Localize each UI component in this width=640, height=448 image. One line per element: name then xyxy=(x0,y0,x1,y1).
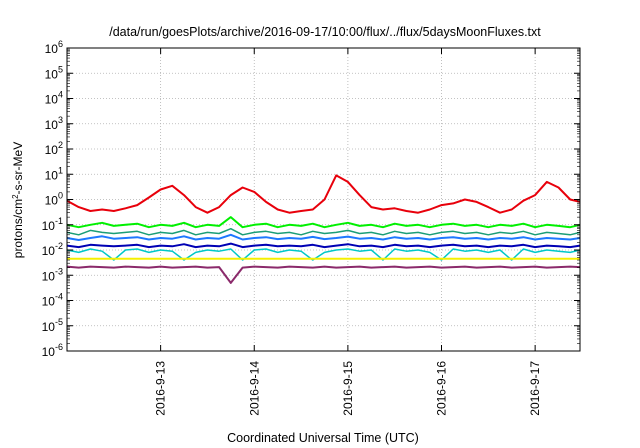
series-line-6 xyxy=(66,248,581,261)
series-line-8 xyxy=(66,265,581,284)
y-tick-label: 104 xyxy=(45,90,63,107)
y-tick-label-exp: -6 xyxy=(55,342,63,352)
y-tick-label-base: 10 xyxy=(45,118,59,132)
y-tick-label: 103 xyxy=(45,115,63,132)
y-tick-label-exp: 1 xyxy=(58,165,63,175)
x-tick-label: 2016-9-16 xyxy=(435,361,449,416)
y-tick-label-exp: -1 xyxy=(55,216,63,226)
series-line-5 xyxy=(66,242,581,249)
y-tick-label: 10-3 xyxy=(42,266,63,283)
y-tick-label-exp: -3 xyxy=(55,266,63,276)
y-tick-label: 10-4 xyxy=(42,292,63,309)
x-tick-label: 2016-9-15 xyxy=(341,361,355,416)
y-tick-label: 10-2 xyxy=(42,241,63,258)
y-tick-label: 10-1 xyxy=(42,216,63,233)
y-tick-label: 101 xyxy=(45,165,63,182)
y-tick-label: 105 xyxy=(45,64,63,81)
y-axis-label-exp: 2 xyxy=(11,194,20,199)
y-tick-label-base: 10 xyxy=(45,67,59,81)
y-tick-label-exp: 5 xyxy=(58,64,63,74)
x-tick-label: 2016-9-17 xyxy=(528,361,542,416)
y-axis-label-base: protons/cm xyxy=(11,199,25,258)
y-tick-label-base: 10 xyxy=(42,320,56,334)
y-tick-label: 106 xyxy=(45,39,63,56)
x-axis-label: Coordinated Universal Time (UTC) xyxy=(227,431,419,445)
y-axis-label: protons/cm2-s-sr-MeV xyxy=(11,142,26,258)
y-tick-label: 10-6 xyxy=(42,342,63,359)
y-tick-label-base: 10 xyxy=(45,143,59,157)
y-tick-label: 102 xyxy=(45,140,63,157)
series-line-4 xyxy=(66,233,581,241)
series-group xyxy=(66,174,581,284)
y-tick-label-exp: -5 xyxy=(55,317,63,327)
chart-title: /data/run/goesPlots/archive/2016-09-17/1… xyxy=(109,25,541,39)
y-tick-label-exp: 3 xyxy=(58,115,63,125)
y-tick-label-exp: 0 xyxy=(58,191,63,201)
y-tick-label-base: 10 xyxy=(45,93,59,107)
grid xyxy=(67,48,580,351)
y-tick-label-base: 10 xyxy=(42,345,56,359)
y-tick-label-base: 10 xyxy=(45,42,59,56)
y-axis: 10-610-510-410-310-210-11001011021031041… xyxy=(42,39,580,359)
y-tick-label-exp: -4 xyxy=(55,292,63,302)
y-tick-label-base: 10 xyxy=(42,269,56,283)
y-tick-label: 100 xyxy=(45,191,63,208)
y-tick-label-exp: 2 xyxy=(58,140,63,150)
y-tick-label-exp: -2 xyxy=(55,241,63,251)
y-tick-label-base: 10 xyxy=(45,168,59,182)
x-axis: 2016-9-13 2016-9-14 2016-9-15 2016-9-16 2016… xyxy=(154,48,542,416)
y-axis-label-rest: -s-sr-MeV xyxy=(11,142,25,195)
y-tick-label-exp: 6 xyxy=(58,39,63,49)
y-tick-label-base: 10 xyxy=(42,295,56,309)
x-tick-label: 2016-9-13 xyxy=(154,361,168,416)
y-tick-label-base: 10 xyxy=(42,244,56,258)
series-line-3 xyxy=(66,227,581,236)
y-tick-label-base: 10 xyxy=(42,219,56,233)
x-tick-label: 2016-9-14 xyxy=(247,361,261,416)
series-line-2 xyxy=(66,216,581,229)
series-line-1 xyxy=(66,174,581,214)
y-tick-label-exp: 4 xyxy=(58,90,63,100)
y-tick-label: 10-5 xyxy=(42,317,63,334)
y-tick-label-base: 10 xyxy=(45,194,59,208)
